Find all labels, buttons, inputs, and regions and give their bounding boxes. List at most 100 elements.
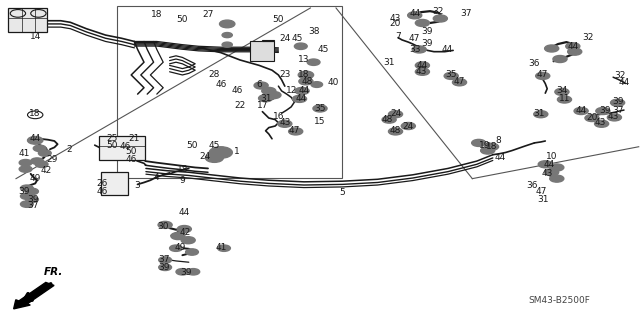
Text: 36: 36 [529,59,540,68]
Circle shape [452,79,467,86]
Circle shape [566,43,580,50]
Text: 20: 20 [390,19,401,28]
Circle shape [186,249,198,255]
Circle shape [311,82,323,87]
Text: 31: 31 [537,195,548,204]
Circle shape [388,128,403,135]
Text: 33: 33 [409,45,420,54]
Circle shape [433,15,447,22]
Text: 46: 46 [119,142,131,151]
Text: 47: 47 [535,187,547,196]
Circle shape [292,95,307,102]
Circle shape [298,71,314,79]
Text: 44: 44 [295,94,307,103]
Circle shape [294,43,307,49]
Circle shape [585,115,599,122]
Circle shape [545,169,559,176]
Text: 47: 47 [289,126,300,135]
Text: 21: 21 [129,134,140,143]
Text: 43: 43 [541,169,553,178]
Circle shape [481,147,495,154]
Text: 39: 39 [28,195,39,204]
Circle shape [35,161,48,167]
Text: 44: 44 [298,86,310,95]
Circle shape [415,19,429,26]
Circle shape [553,56,567,63]
Text: 44: 44 [441,45,452,54]
Circle shape [484,143,499,150]
Text: 15: 15 [314,117,326,126]
Circle shape [401,122,415,130]
Text: 46: 46 [231,86,243,95]
Text: 43: 43 [390,14,401,23]
Circle shape [313,105,327,112]
Text: 37: 37 [28,201,39,210]
Text: 25: 25 [106,134,118,143]
Circle shape [550,175,564,182]
Circle shape [262,87,276,94]
Circle shape [568,48,582,55]
Circle shape [382,116,396,123]
Circle shape [254,82,268,89]
Circle shape [177,226,191,233]
Text: 49: 49 [175,243,186,252]
Text: 14: 14 [29,32,41,41]
Circle shape [415,68,429,75]
Circle shape [278,120,292,127]
Text: 46: 46 [215,80,227,89]
Text: 20: 20 [586,113,598,122]
Circle shape [472,139,486,146]
Text: 39: 39 [159,263,170,272]
Text: 48: 48 [390,126,401,135]
Text: 50: 50 [273,15,284,24]
Text: 35: 35 [314,104,326,113]
Text: 50: 50 [125,147,137,156]
Circle shape [159,264,172,271]
Text: 39: 39 [180,268,191,277]
Circle shape [181,237,195,244]
Text: 9: 9 [180,176,185,185]
Circle shape [607,114,621,121]
Text: 35: 35 [445,70,457,79]
Text: 37: 37 [159,256,170,264]
Circle shape [550,164,564,171]
Text: 5: 5 [340,189,345,197]
Circle shape [31,158,44,164]
Text: 41: 41 [215,243,227,252]
Text: 17: 17 [257,101,268,110]
Circle shape [19,160,32,166]
Circle shape [595,120,609,127]
Text: 18: 18 [151,10,163,19]
Text: 18: 18 [486,142,497,151]
Circle shape [209,147,232,158]
Text: 12: 12 [285,86,297,95]
Circle shape [220,20,235,28]
Text: 1: 1 [234,147,239,156]
Text: 41: 41 [19,149,30,158]
Bar [101,172,128,195]
Text: 45: 45 [292,34,303,43]
Text: 22: 22 [234,101,246,110]
Circle shape [555,88,569,95]
Circle shape [574,108,588,115]
Circle shape [536,72,550,79]
Text: 31: 31 [260,94,271,103]
Bar [99,136,145,160]
Text: 46: 46 [125,155,137,164]
Text: 29: 29 [47,155,58,164]
Text: 32: 32 [433,7,444,16]
FancyArrow shape [13,282,54,309]
Text: SM43-B2500F: SM43-B2500F [528,296,590,305]
Text: 47: 47 [537,70,548,79]
Circle shape [26,196,38,203]
Text: 10: 10 [546,152,557,161]
Text: 8: 8 [495,136,500,145]
Text: 18: 18 [29,109,41,118]
Text: 46: 46 [97,187,108,196]
Text: 32: 32 [582,33,593,42]
Text: 44: 44 [179,208,190,217]
Text: 39: 39 [612,97,623,106]
Text: 45: 45 [209,141,220,150]
Text: 42: 42 [180,228,191,237]
Circle shape [26,188,38,195]
